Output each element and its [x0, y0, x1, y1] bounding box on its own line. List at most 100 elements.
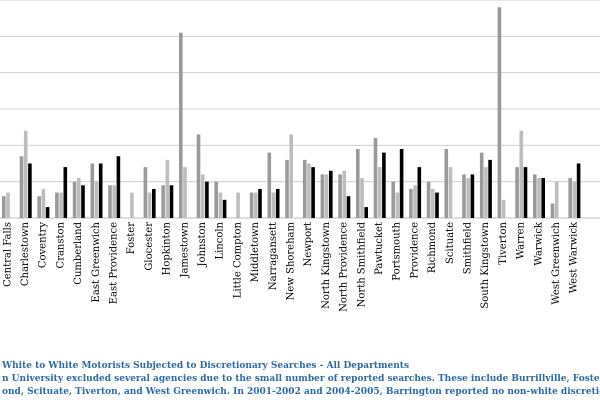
- bar-glocester-s3: [152, 188, 156, 218]
- bar-west-greenwich-s1: [550, 203, 555, 218]
- bar-smithfield-s3: [470, 174, 475, 218]
- bar-johnston-s1: [196, 134, 201, 218]
- bar-west-greenwich-s2: [554, 181, 559, 218]
- bar-tiverton-s2: [501, 199, 506, 218]
- tick-label-north-smithfield: North Smithfield: [356, 221, 367, 307]
- bar-central-falls-s2: [6, 192, 10, 218]
- tick-label-providence: Providence: [409, 222, 420, 279]
- tick-label-smithfield: Smithfield: [463, 221, 474, 274]
- bar-lincoln-s1: [214, 181, 218, 218]
- bar-north-smithfield-s3: [364, 207, 368, 218]
- bar-south-kingstown-s1: [479, 152, 484, 218]
- bar-warren-s2: [519, 130, 524, 218]
- bar-lincoln-s3: [222, 199, 227, 218]
- tick-label-pawtucket: Pawtucket: [374, 222, 385, 275]
- bar-north-kingstown-s1: [320, 174, 325, 218]
- bar-cranston-s1: [55, 192, 59, 218]
- bar-scituate-s1: [444, 148, 449, 218]
- bar-narragansett-s2: [271, 192, 276, 218]
- bar-north-providence-s3: [346, 196, 351, 218]
- tick-label-scituate: Scituate: [445, 222, 456, 264]
- tick-label-johnston: Johnston: [197, 221, 208, 267]
- tick-label-lincoln: Lincoln: [215, 221, 226, 259]
- bar-cumberland-s3: [81, 185, 85, 218]
- bar-glocester-s2: [147, 192, 152, 218]
- bar-cranston-s2: [59, 192, 63, 218]
- tick-label-newport: Newport: [303, 222, 314, 266]
- bar-johnston-s3: [205, 181, 209, 218]
- bar-chart: Central Falls Charlestown Coventry Cranston…: [0, 0, 600, 312]
- bar-warren-s3: [523, 167, 528, 218]
- tick-label-portsmouth: Portsmouth: [392, 221, 403, 280]
- bar-charlestown-s1: [19, 156, 24, 218]
- bar-north-smithfield-s2: [360, 178, 364, 218]
- tick-label-cumberland: Cumberland: [73, 221, 84, 284]
- bar-charlestown-s2: [23, 130, 28, 218]
- bar-smithfield-s1: [462, 174, 466, 218]
- tick-label-cranston: Cranston: [55, 221, 66, 268]
- bar-portsmouth-s3: [399, 148, 404, 218]
- bar-warwick-s2: [537, 178, 541, 218]
- bar-north-smithfield-s1: [356, 148, 360, 218]
- bar-pawtucket-s1: [373, 138, 378, 218]
- tick-label-coventry: Coventry: [38, 222, 49, 268]
- bar-coventry-s1: [37, 196, 41, 218]
- tick-label-west-warwick: West Warwick: [569, 221, 580, 293]
- tick-label-middletown: Middletown: [250, 221, 261, 282]
- bar-east-providence-s3: [116, 156, 121, 218]
- bar-hopkinton-s1: [161, 185, 165, 218]
- bar-glocester-s1: [143, 167, 148, 218]
- tick-label-east-greenwich: East Greenwich: [91, 221, 102, 302]
- bar-charlestown-s3: [28, 163, 32, 218]
- bar-jamestown-s1: [179, 32, 183, 219]
- tick-label-west-greenwich: West Greenwich: [551, 221, 562, 304]
- tick-label-hopkinton: Hopkinton: [162, 221, 173, 275]
- tick-label-warwick: Warwick: [533, 221, 544, 266]
- bar-west-warwick-s3: [576, 163, 581, 218]
- caption-line-2: n University excluded several agencies d…: [2, 374, 600, 384]
- caption-line-3: ond, Scituate, Tiverton, and West Greenw…: [2, 387, 600, 397]
- bar-west-warwick-s1: [568, 178, 572, 218]
- bar-central-falls-s1: [2, 196, 6, 218]
- bar-narragansett-s1: [267, 152, 272, 218]
- bar-providence-s3: [417, 167, 422, 218]
- bar-pawtucket-s2: [377, 167, 382, 218]
- bar-south-kingstown-s3: [488, 159, 492, 218]
- bar-richmond-s3: [435, 192, 439, 218]
- bar-east-providence-s2: [112, 185, 116, 218]
- bar-narragansett-s3: [275, 188, 280, 218]
- bar-cranston-s3: [63, 167, 68, 218]
- tick-label-glocester: Glocester: [144, 222, 155, 271]
- bar-little-compton-s2: [236, 192, 240, 218]
- bar-north-providence-s2: [342, 170, 347, 218]
- bar-portsmouth-s1: [391, 181, 395, 218]
- bar-johnston-s2: [200, 174, 205, 218]
- bar-east-greenwich-s1: [90, 163, 95, 218]
- bar-new-shoreham-s2: [289, 134, 293, 218]
- bar-north-kingstown-s3: [329, 170, 333, 218]
- bar-north-providence-s1: [338, 174, 342, 218]
- bar-richmond-s2: [431, 188, 435, 218]
- bar-group: [2, 7, 581, 219]
- bar-middletown-s3: [258, 188, 262, 218]
- bar-coventry-s2: [41, 188, 46, 218]
- bar-providence-s1: [409, 188, 413, 218]
- tick-label-foster: Foster: [126, 222, 137, 254]
- tick-label-little-compton: Little Compton: [232, 221, 243, 298]
- bar-portsmouth-s2: [395, 192, 400, 218]
- tick-label-south-kingstown: South Kingstown: [480, 221, 491, 308]
- bar-cumberland-s1: [72, 181, 77, 218]
- bar-east-providence-s1: [108, 185, 112, 218]
- tick-label-new-shoreham: New Shoreham: [286, 221, 297, 300]
- bar-richmond-s1: [426, 181, 431, 218]
- tick-label-richmond: Richmond: [427, 221, 438, 273]
- bar-providence-s2: [413, 185, 417, 218]
- bar-lincoln-s2: [218, 192, 223, 218]
- tick-label-north-kingstown: North Kingstown: [321, 221, 332, 308]
- bar-west-warwick-s2: [572, 181, 577, 218]
- bar-warren-s1: [515, 167, 519, 218]
- bar-north-kingstown-s2: [324, 174, 329, 218]
- bar-tiverton-s1: [497, 7, 502, 219]
- tick-label-central-falls: Central Falls: [2, 222, 13, 287]
- bar-coventry-s3: [45, 207, 50, 218]
